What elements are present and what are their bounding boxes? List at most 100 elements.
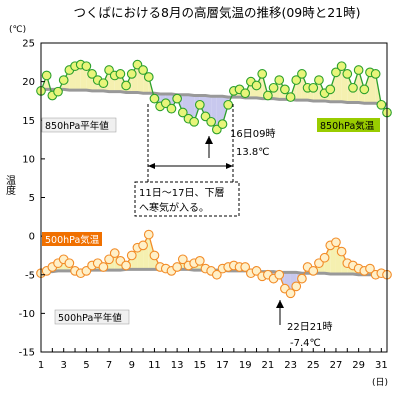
x-tick-label: 5 — [83, 360, 89, 371]
annotation-850-min-line2: 13.8℃ — [236, 147, 270, 158]
data-point — [360, 85, 369, 94]
data-point — [190, 117, 199, 126]
annotation-500-min-line1: 22日21時 — [287, 321, 332, 333]
x-tick-label: 15 — [193, 360, 206, 371]
data-point — [337, 62, 346, 71]
x-tick-label: 7 — [106, 360, 112, 371]
x-tick-label: 23 — [284, 360, 297, 371]
data-point — [173, 263, 182, 272]
data-point — [343, 70, 352, 79]
data-point — [354, 66, 363, 75]
data-point — [116, 70, 125, 79]
x-tick-label: 31 — [375, 360, 388, 371]
data-point — [82, 62, 91, 71]
data-point — [54, 87, 63, 96]
x-tick-label: 3 — [61, 360, 67, 371]
x-axis-unit: (日) — [372, 377, 388, 388]
data-point — [298, 274, 307, 283]
x-tick-label: 27 — [330, 360, 343, 371]
y-tick-label: -15 — [19, 348, 35, 359]
annotation-period-line2: へ寒気が入る。 — [139, 201, 209, 214]
data-point — [377, 101, 386, 110]
data-point — [122, 261, 131, 270]
chart-title: つくばにおける8月の高層気温の推移(09時と21時) — [73, 5, 360, 20]
badge-500-temp: 500hPa気温 — [42, 232, 102, 246]
data-point — [309, 84, 318, 93]
data-point — [241, 89, 250, 98]
badge-500-normal: 500hPa平年値 — [55, 310, 129, 324]
x-tick-label: 29 — [352, 360, 365, 371]
data-point — [286, 93, 295, 102]
data-point — [207, 117, 216, 126]
data-point — [320, 253, 329, 262]
x-tick-label: 13 — [171, 360, 184, 371]
data-point — [99, 79, 108, 88]
data-point — [224, 101, 233, 110]
data-point — [326, 85, 335, 94]
badge-850-temp: 850hPa気温 — [317, 118, 380, 132]
data-point — [59, 76, 68, 85]
data-point — [332, 238, 341, 247]
x-tick-label: 11 — [148, 360, 161, 371]
y-tick-label: 5 — [29, 193, 35, 204]
data-point — [337, 247, 346, 256]
data-point — [167, 104, 176, 113]
data-point — [218, 120, 227, 129]
y-axis-label: 温度 — [4, 175, 16, 196]
badge-500-temp-label: 500hPa気温 — [45, 234, 100, 246]
x-tick-label: 9 — [129, 360, 135, 371]
x-tick-label: 19 — [239, 360, 252, 371]
data-point — [110, 249, 119, 258]
annotation-500-min: 22日21時 -7.4℃ — [276, 300, 332, 349]
badge-850-normal-label: 850hPa平年値 — [45, 120, 109, 132]
data-point — [298, 70, 307, 79]
annotation-period-line1: 11日～17日、下層 — [139, 187, 224, 199]
y-tick-label: 0 — [29, 232, 35, 243]
y-tick-label: 20 — [22, 77, 35, 88]
data-point — [144, 73, 153, 82]
data-point — [65, 259, 74, 268]
badge-850-temp-label: 850hPa気温 — [320, 120, 375, 132]
data-point — [269, 84, 278, 93]
data-point — [196, 101, 205, 110]
x-tick-label: 25 — [307, 360, 320, 371]
y-tick-label: -5 — [25, 270, 35, 281]
data-point — [173, 94, 182, 103]
data-point — [139, 241, 148, 250]
data-point — [292, 282, 301, 291]
data-point — [258, 70, 267, 79]
data-point — [99, 263, 108, 272]
badge-500-normal-label: 500hPa平年値 — [58, 312, 122, 324]
data-point — [275, 76, 284, 85]
data-point — [371, 70, 380, 79]
y-axis-unit: (℃) — [9, 25, 26, 35]
data-point — [315, 76, 324, 85]
data-point — [252, 81, 261, 90]
annotation-500-min-line2: -7.4℃ — [290, 338, 321, 349]
data-point — [264, 91, 273, 100]
data-point — [281, 85, 290, 94]
y-tick-label: 10 — [22, 154, 35, 165]
data-point — [196, 257, 205, 266]
x-tick-label: 21 — [262, 360, 275, 371]
x-tick-label: 17 — [216, 360, 229, 371]
data-point — [150, 251, 159, 260]
x-tick-label: 1 — [38, 360, 44, 371]
data-point — [144, 230, 153, 239]
deviation-fills — [41, 65, 387, 294]
data-point — [122, 81, 131, 90]
y-tick-label: 25 — [22, 39, 35, 50]
data-point — [42, 71, 51, 80]
annotation-period: 11日～17日、下層 へ寒気が入る。 — [135, 182, 239, 216]
y-tick-label: 15 — [22, 116, 35, 127]
data-point — [349, 84, 358, 93]
annotation-850-min-line1: 16日09時 — [230, 128, 275, 140]
data-point — [127, 70, 136, 79]
y-tick-label: -10 — [19, 309, 35, 320]
data-point — [309, 267, 318, 276]
data-point — [275, 270, 284, 279]
data-point — [150, 94, 159, 103]
